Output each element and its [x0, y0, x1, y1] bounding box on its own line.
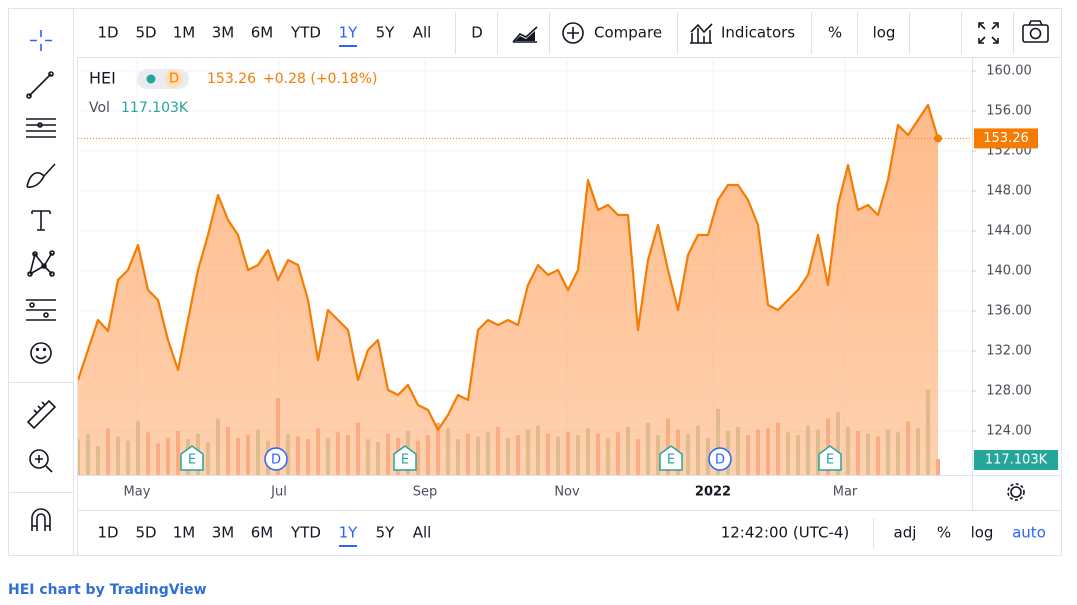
legend-change: +0.28 (+0.18%)	[263, 71, 377, 87]
y-tick-label: 148.00	[986, 184, 1032, 199]
y-tick-label: 136.00	[986, 304, 1032, 319]
compare-button[interactable]: Compare	[594, 24, 662, 42]
range-button[interactable]: 1D	[97, 24, 118, 42]
y-tick-label: 128.00	[986, 384, 1032, 399]
symbol: HEI	[89, 69, 116, 88]
auto-button[interactable]: auto	[1012, 524, 1046, 542]
y-tick-label: 156.00	[986, 104, 1032, 119]
last-price-label: 153.26	[983, 131, 1029, 146]
range-button[interactable]: All	[413, 24, 432, 42]
range-button[interactable]: 5Y	[376, 24, 396, 42]
event-label: E	[401, 453, 409, 468]
range-button[interactable]: 3M	[212, 24, 235, 42]
earnings-marker[interactable]	[818, 445, 842, 471]
log-button[interactable]: log	[971, 524, 994, 542]
y-tick-label: 132.00	[986, 344, 1032, 359]
dividend-marker[interactable]	[708, 447, 732, 471]
delay-label: D	[169, 72, 179, 87]
event-label: D	[715, 453, 725, 468]
dividend-marker[interactable]	[264, 447, 288, 471]
x-tick-label: Nov	[554, 485, 580, 500]
x-tick-label: 2022	[695, 485, 731, 500]
range-button[interactable]: 1D	[97, 524, 118, 542]
y-tick-label: 160.00	[986, 64, 1032, 79]
x-tick-label: Sep	[413, 485, 438, 500]
log-button[interactable]: log	[873, 24, 896, 42]
volume-value: 117.103K	[121, 100, 189, 116]
price-layer	[78, 103, 972, 475]
range-button[interactable]: 1Y	[339, 524, 359, 542]
range-button[interactable]: 3M	[212, 524, 235, 542]
range-button[interactable]: 5D	[135, 24, 156, 42]
range-button[interactable]: 1M	[173, 524, 196, 542]
y-tick-label: 140.00	[986, 264, 1032, 279]
earnings-marker[interactable]	[393, 445, 417, 471]
x-tick-label: Mar	[833, 485, 858, 500]
volume-title: Vol	[89, 100, 110, 116]
x-tick-label: May	[124, 485, 151, 500]
range-button[interactable]: 5Y	[376, 524, 396, 542]
snapshot-icon[interactable]	[1022, 20, 1049, 43]
indicators-icon[interactable]	[690, 23, 713, 44]
percent-button[interactable]: %	[828, 24, 842, 42]
clock: 12:42:00 (UTC-4)	[721, 524, 850, 542]
indicators-button[interactable]: Indicators	[721, 24, 795, 42]
volume-badge-label: 117.103K	[985, 453, 1048, 468]
adj-button[interactable]: adj	[894, 524, 917, 542]
legend-price: 153.26	[207, 71, 256, 87]
event-label: E	[188, 453, 196, 468]
event-label: D	[271, 453, 281, 468]
percent-button[interactable]: %	[937, 524, 951, 542]
toolbar-separators	[455, 12, 1014, 548]
range-button[interactable]: YTD	[290, 24, 321, 42]
price-line	[78, 103, 940, 432]
settings-icon[interactable]	[1007, 483, 1025, 501]
compare-icon[interactable]	[562, 22, 584, 44]
axes: 124.00 128.00 132.00 136.00 140.00 144.00 148.…	[124, 64, 1032, 500]
range-button[interactable]: 6M	[251, 24, 274, 42]
active-underline	[339, 545, 357, 547]
active-underline	[339, 45, 357, 47]
y-tick-label: 144.00	[986, 224, 1032, 239]
fullscreen-icon[interactable]	[978, 22, 999, 44]
delay-badge	[165, 70, 183, 88]
earnings-marker[interactable]	[180, 445, 204, 471]
event-label: E	[667, 453, 675, 468]
sidebar-tools[interactable]	[26, 30, 57, 531]
range-button[interactable]: 1Y	[339, 24, 359, 42]
last-price-dot	[934, 134, 942, 143]
last-price-badge	[974, 128, 1038, 149]
earnings-marker[interactable]	[659, 445, 683, 471]
interval-button[interactable]: D	[471, 24, 483, 42]
range-button[interactable]: 6M	[251, 524, 274, 542]
footer-link[interactable]: HEI chart by TradingView	[8, 582, 207, 598]
range-button[interactable]: YTD	[290, 524, 321, 542]
y-tick-label: 124.00	[986, 424, 1032, 439]
range-button[interactable]: 1M	[173, 24, 196, 42]
range-button[interactable]: 5D	[135, 524, 156, 542]
volume-badge	[974, 450, 1058, 470]
chart-style-icon[interactable]	[512, 26, 538, 43]
x-tick-label: Jul	[270, 485, 287, 500]
range-button[interactable]: All	[413, 524, 432, 542]
market-status-dot	[146, 74, 156, 84]
event-label: E	[826, 453, 834, 468]
price-area	[78, 105, 938, 475]
